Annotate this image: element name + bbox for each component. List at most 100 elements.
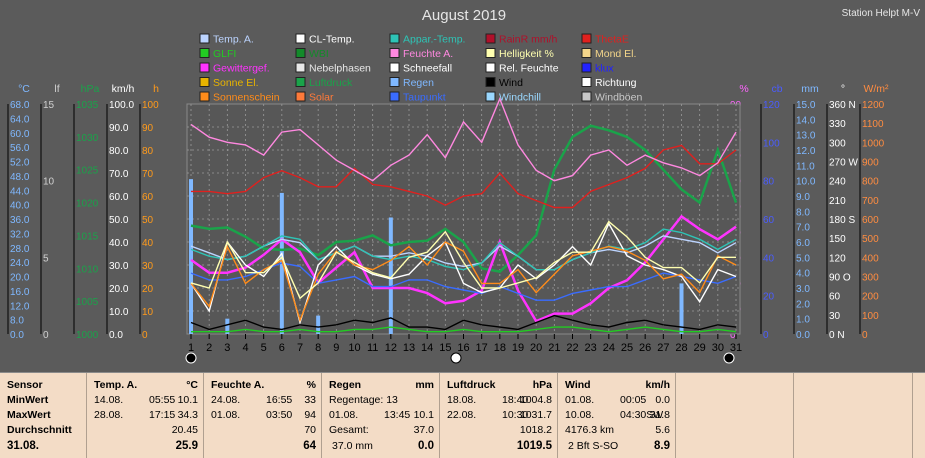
legend-swatch: [199, 33, 210, 44]
x-tick-label: 2: [206, 342, 212, 354]
axis-tick-label: 3.0: [796, 284, 810, 295]
x-tick-label: 9: [333, 342, 339, 354]
legend-item-5-4: Richtung: [595, 77, 637, 89]
legend-swatch: [389, 48, 400, 58]
x-tick-label: 6: [279, 342, 285, 354]
legend-item-1-5: Sonnenschein: [213, 92, 280, 104]
axis-tick-label: 10.0: [109, 307, 129, 318]
axis-tick-label: 10: [43, 177, 55, 188]
x-tick-label: 12: [385, 342, 397, 354]
axis-tick-label: 1030: [76, 133, 99, 144]
statistics-table: Sensor MinWert MaxWert Durchschnitt 31.0…: [0, 372, 925, 458]
stats-cell: 1018.2: [519, 424, 552, 436]
x-tick-label: 31: [730, 342, 742, 354]
axis-tick-label: 30.0: [109, 261, 129, 272]
axis-tick-label: 20: [763, 292, 775, 303]
stats-cell: 1031.7: [519, 409, 552, 421]
stats-cell: 1004.8: [519, 394, 552, 406]
axis-tick-label: 11.0: [796, 161, 815, 172]
axis-tick-label: 60: [763, 215, 775, 226]
legend-swatch: [295, 33, 306, 44]
axis-unit-label: mm: [801, 83, 819, 95]
axis-tick-label: 90.0: [109, 123, 129, 134]
axis-tick-label: 56.0: [10, 143, 30, 154]
axis-tick-label: 2.0: [796, 299, 810, 310]
legend-item-4-4: Wind: [499, 77, 523, 89]
stats-cell: Luftdruck: [447, 379, 496, 391]
axis-tick-label: 50.0: [109, 215, 129, 226]
axis-tick-label: 20.0: [109, 284, 129, 295]
axis-tick-label: 16.0: [10, 287, 30, 298]
axis-tick-label: 180 S: [829, 215, 855, 226]
stats-cell: 00:05: [620, 394, 647, 406]
series-line-sonnenschein: [190, 241, 737, 323]
axis-tick-label: 60: [142, 192, 154, 203]
legend-swatch: [389, 77, 400, 87]
col-temp: Temp. A. °C 14.08. 05:55 10.1 28.08. 17:15 34.3…: [87, 373, 204, 458]
axis-unit-label: h: [153, 83, 159, 95]
stats-cell: 24.08.: [211, 394, 241, 406]
axis-tick-label: 0.0: [796, 330, 810, 341]
axis-tick-label: 4.0: [796, 269, 810, 280]
stats-cell: 01.08.: [329, 409, 359, 421]
axis-tick-label: 90: [142, 123, 154, 134]
axis-tick-label: 80: [142, 146, 154, 157]
row-label-min: MinWert: [7, 394, 49, 406]
series-line-helligkeit-: [190, 220, 736, 300]
legend-swatch: [581, 48, 592, 58]
axis-unit-label: hPa: [81, 83, 100, 95]
axis-tick-label: 60: [829, 292, 841, 303]
series-line-feuchte-a-: [190, 97, 737, 182]
col-wind: Wind km/h 01.08. 00:05 0.0 10.08. 04:30SW 31.8 4…: [558, 373, 676, 458]
legend-item-3-3: Schneefall: [403, 63, 452, 75]
series-line-temp-a-: [190, 235, 737, 271]
legend-swatch: [389, 62, 400, 73]
axis-tick-label: 8.0: [10, 316, 24, 327]
stats-cell: 5.6: [655, 424, 670, 436]
axis-tick-label: 40: [142, 238, 154, 249]
stats-cell: 37.0 mm: [332, 440, 373, 452]
stats-cell: km/h: [645, 379, 670, 391]
col-rain: Regen mm Regentage: 13 01.08. 13:45 10.1 Gesam…: [322, 373, 440, 458]
axis-tick-label: 120: [763, 100, 780, 111]
axis-tick-label: 800: [862, 177, 879, 188]
x-tick-label: 26: [639, 342, 651, 354]
axis-tick-label: 0.0: [109, 330, 123, 341]
stats-cell: 05:55: [149, 394, 176, 406]
stats-cell: Feuchte A.: [211, 379, 265, 391]
legend-item-1-1: Temp. A.: [213, 34, 254, 46]
stats-cell: 13:45: [384, 409, 411, 421]
legend-item-4-5: Windchill: [499, 92, 541, 104]
x-tick-label: 10: [348, 342, 360, 354]
stats-cell: 31.8: [649, 409, 670, 421]
x-tick-label: 30: [712, 342, 724, 354]
stats-cell: 64: [303, 440, 316, 452]
x-tick-label: 4: [242, 342, 248, 354]
axis-unit-label: cb: [771, 83, 782, 95]
stats-cell: 22.08.: [447, 409, 477, 421]
row-label-max: MaxWert: [7, 409, 51, 421]
legend-item-1-4: Sonne El.: [213, 77, 259, 89]
right-axes: %9080706050403020100cb120100806040200mm1…: [727, 83, 889, 341]
axis-unit-label: km/h: [112, 83, 135, 95]
legend-item-4-3: Rel. Feuchte: [499, 63, 559, 75]
axis-tick-label: 70: [142, 169, 154, 180]
axis-tick-label: 0: [763, 330, 769, 341]
axis-tick-label: 300: [862, 273, 879, 284]
axis-tick-label: 100: [142, 100, 159, 111]
axis-tick-label: 70.0: [109, 169, 129, 180]
axis-tick-label: 12.0: [796, 146, 816, 157]
axis-tick-label: 1005: [76, 297, 99, 308]
axis-tick-label: 80.0: [109, 146, 129, 157]
axis-tick-label: 10: [142, 307, 154, 318]
legend-swatch: [389, 33, 400, 44]
col-empty-1: [676, 373, 794, 458]
new-moon-icon: [185, 352, 197, 364]
axis-tick-label: 80: [763, 177, 775, 188]
x-tick-label: 23: [585, 342, 597, 354]
stats-cell: 18:40: [502, 394, 529, 406]
stats-cell: 10.08.: [565, 409, 595, 421]
x-tick-label: 22: [566, 342, 578, 354]
axis-tick-label: 1010: [76, 264, 99, 275]
x-tick-label: 13: [403, 342, 415, 354]
